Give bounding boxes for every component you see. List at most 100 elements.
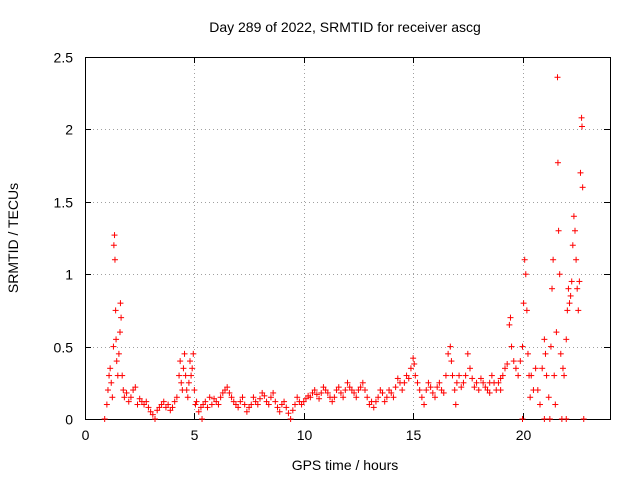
data-point bbox=[471, 384, 478, 391]
data-point bbox=[208, 401, 215, 408]
data-point bbox=[578, 114, 585, 121]
x-tick-label: 20 bbox=[516, 427, 532, 443]
plot-border bbox=[85, 57, 611, 420]
data-point bbox=[119, 372, 126, 379]
data-point bbox=[184, 394, 191, 401]
data-point bbox=[292, 401, 298, 408]
data-point bbox=[576, 278, 583, 285]
data-point bbox=[394, 375, 401, 382]
data-point bbox=[335, 384, 342, 391]
data-point bbox=[423, 387, 430, 394]
data-point bbox=[199, 416, 206, 422]
data-point bbox=[324, 389, 331, 396]
data-point bbox=[107, 365, 114, 372]
data-point bbox=[182, 372, 189, 379]
data-points bbox=[101, 74, 587, 422]
data-point bbox=[115, 350, 122, 357]
data-point bbox=[519, 416, 526, 422]
data-point bbox=[534, 387, 541, 394]
data-point bbox=[287, 416, 294, 422]
data-point bbox=[281, 398, 288, 405]
data-point bbox=[510, 358, 517, 365]
data-point bbox=[477, 375, 484, 382]
data-point bbox=[143, 398, 150, 405]
data-point bbox=[375, 394, 382, 401]
y-axis-label: SRMTID / TECUs bbox=[5, 183, 21, 293]
data-point bbox=[432, 394, 438, 401]
data-point bbox=[442, 372, 449, 379]
data-point bbox=[399, 387, 406, 394]
data-point bbox=[104, 387, 111, 394]
data-point bbox=[274, 404, 281, 411]
data-point bbox=[532, 365, 539, 372]
data-point bbox=[254, 401, 261, 408]
data-point bbox=[473, 379, 480, 386]
data-point bbox=[226, 389, 233, 396]
data-point bbox=[528, 372, 535, 379]
data-point bbox=[488, 372, 495, 379]
data-point bbox=[180, 365, 187, 372]
data-point bbox=[577, 169, 584, 176]
data-point bbox=[362, 387, 368, 394]
data-point bbox=[195, 408, 202, 415]
data-point bbox=[552, 401, 559, 408]
data-point bbox=[276, 408, 283, 415]
data-point bbox=[101, 416, 108, 422]
data-point bbox=[460, 379, 467, 386]
data-point bbox=[411, 360, 418, 367]
data-point bbox=[580, 416, 587, 422]
data-point bbox=[241, 401, 248, 408]
data-point bbox=[462, 372, 469, 379]
data-point bbox=[436, 379, 443, 386]
data-point bbox=[187, 358, 193, 365]
data-point bbox=[169, 404, 176, 411]
data-point bbox=[224, 384, 231, 391]
data-point bbox=[176, 372, 183, 379]
data-point bbox=[165, 401, 172, 408]
data-point bbox=[160, 398, 167, 405]
data-point bbox=[123, 389, 130, 396]
data-point bbox=[267, 394, 274, 401]
data-point bbox=[125, 398, 132, 405]
data-point bbox=[579, 123, 585, 130]
data-point bbox=[318, 389, 325, 396]
y-tick-label: 2 bbox=[65, 122, 73, 138]
data-point bbox=[337, 389, 344, 396]
data-point bbox=[132, 384, 139, 391]
data-point bbox=[177, 358, 184, 365]
data-point bbox=[121, 394, 128, 401]
data-point bbox=[110, 343, 117, 350]
data-point bbox=[497, 387, 504, 394]
data-point bbox=[127, 394, 134, 401]
data-point bbox=[248, 401, 255, 408]
data-point bbox=[340, 394, 347, 401]
data-point bbox=[458, 384, 465, 391]
data-point bbox=[383, 394, 390, 401]
data-point bbox=[134, 401, 141, 408]
data-point bbox=[364, 394, 371, 401]
data-point bbox=[480, 379, 487, 386]
data-point bbox=[561, 372, 568, 379]
data-point bbox=[557, 350, 564, 357]
data-point bbox=[572, 227, 578, 234]
data-point bbox=[118, 314, 125, 321]
data-point bbox=[440, 389, 447, 396]
data-point bbox=[283, 404, 290, 411]
data-point bbox=[228, 394, 235, 401]
data-point bbox=[235, 404, 242, 411]
data-point bbox=[311, 387, 318, 394]
data-point bbox=[370, 404, 377, 411]
data-point bbox=[178, 379, 185, 386]
data-point bbox=[447, 343, 454, 350]
data-point bbox=[555, 227, 562, 234]
data-point bbox=[565, 285, 572, 292]
data-point bbox=[524, 350, 531, 357]
data-point bbox=[294, 394, 301, 401]
plot-frame bbox=[85, 57, 611, 420]
data-point bbox=[204, 404, 211, 411]
data-point bbox=[539, 365, 546, 372]
data-point bbox=[117, 329, 123, 336]
data-point bbox=[551, 372, 558, 379]
data-point bbox=[353, 394, 360, 401]
